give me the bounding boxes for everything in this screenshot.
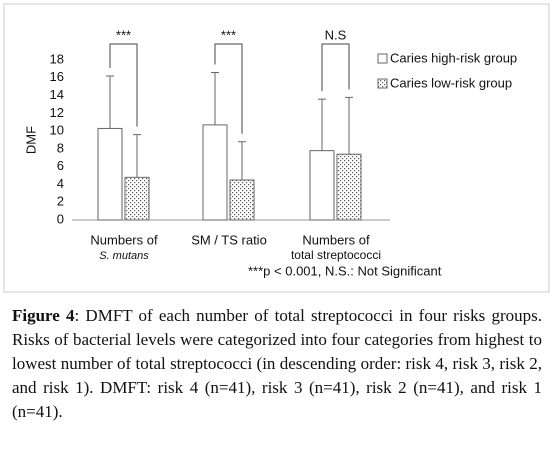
x-tick-label: Numbers of	[90, 232, 158, 247]
bar	[202, 124, 228, 221]
chart: DMF ***p < 0.001, N.S.: Not Significant …	[3, 3, 550, 293]
bar	[229, 179, 255, 221]
y-tick-label: 6	[57, 158, 64, 173]
caption-label: Figure 4	[12, 306, 75, 325]
footnote: ***p < 0.001, N.S.: Not Significant	[248, 263, 442, 278]
bar	[97, 127, 123, 221]
y-tick-label: 2	[57, 194, 64, 209]
error-bar	[238, 141, 246, 180]
error-bar	[345, 96, 353, 155]
x-tick-label: total streptococci	[291, 248, 381, 262]
caption: Figure 4: DMFT of each number of total s…	[12, 304, 542, 424]
x-tick-label: SM / TS ratio	[191, 232, 267, 247]
significance-label: N.S	[325, 27, 347, 42]
significance-label: ***	[116, 27, 131, 42]
y-tick-label: 18	[50, 51, 64, 66]
legend-label: Caries high-risk group	[390, 50, 517, 65]
bar	[336, 153, 362, 221]
y-tick-label: 12	[50, 105, 64, 120]
legend-label: Caries low-risk group	[390, 75, 512, 90]
x-tick-label: S. mutans	[99, 250, 149, 262]
significance-label: ***	[221, 27, 236, 42]
error-bar	[133, 134, 141, 178]
y-axis-label: DMF	[23, 126, 38, 154]
y-tick-label: 8	[57, 140, 64, 155]
significance-bracket	[214, 43, 243, 134]
significance-bracket	[109, 43, 138, 127]
significance-bracket	[321, 43, 350, 92]
y-tick-label: 4	[57, 176, 64, 191]
error-bar	[211, 71, 219, 125]
legend-swatch	[377, 53, 388, 64]
y-tick-label: 10	[50, 123, 64, 138]
y-tick-label: 14	[50, 87, 64, 102]
y-tick-label: 0	[57, 211, 64, 226]
y-tick-label: 16	[50, 69, 64, 84]
error-bar	[106, 75, 114, 129]
x-tick-label: Numbers of	[302, 232, 370, 247]
bar	[124, 176, 150, 221]
figure-border	[3, 3, 550, 293]
legend-swatch	[377, 78, 388, 89]
error-bar	[318, 98, 326, 151]
bar	[309, 150, 335, 221]
caption-text: : DMFT of each number of total streptoco…	[12, 306, 542, 421]
